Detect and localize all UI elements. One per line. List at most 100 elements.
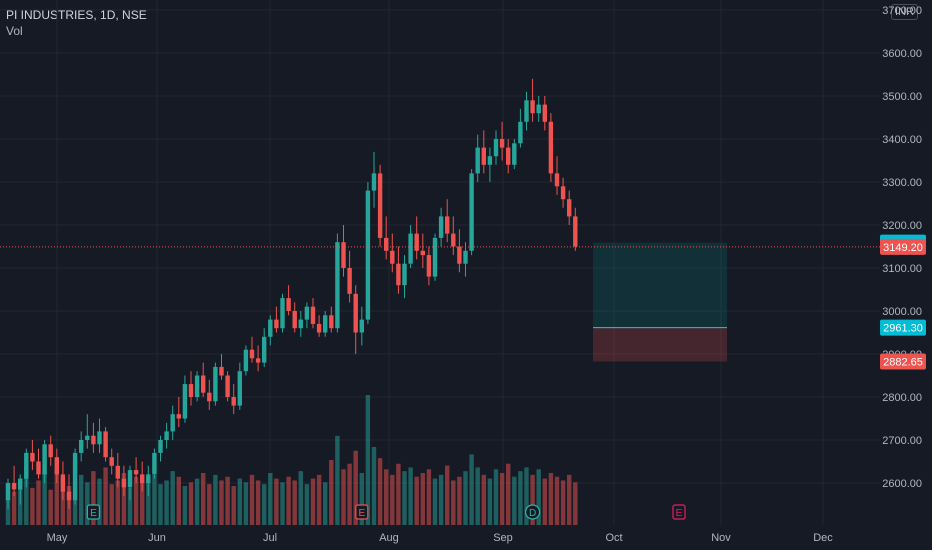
candle-body[interactable]: [329, 315, 334, 329]
candle-body[interactable]: [18, 478, 23, 490]
candle-body[interactable]: [530, 100, 535, 114]
loss-zone[interactable]: [593, 327, 727, 362]
candle-body[interactable]: [402, 263, 407, 286]
candle-body[interactable]: [158, 440, 163, 453]
candle-body[interactable]: [432, 237, 438, 277]
candle-body[interactable]: [353, 293, 358, 333]
earnings-marker[interactable]: [672, 504, 686, 520]
candle-body[interactable]: [42, 444, 47, 475]
candle-body[interactable]: [542, 104, 547, 122]
candle-body[interactable]: [481, 147, 486, 165]
candle-body[interactable]: [79, 440, 84, 453]
candle-body[interactable]: [475, 147, 480, 174]
candle-body[interactable]: [365, 190, 371, 320]
profit-zone[interactable]: [593, 242, 727, 328]
candle-body[interactable]: [127, 470, 133, 488]
candle-body[interactable]: [310, 306, 316, 324]
candle-body[interactable]: [280, 298, 285, 329]
dividend-marker[interactable]: [524, 504, 541, 520]
candle-body[interactable]: [152, 452, 157, 475]
candle-body[interactable]: [274, 319, 279, 329]
candle-body[interactable]: [506, 147, 511, 165]
candle-body[interactable]: [268, 319, 273, 337]
candle-body[interactable]: [225, 375, 230, 398]
candle-body[interactable]: [176, 414, 181, 419]
candle-body[interactable]: [207, 392, 212, 402]
candle-body[interactable]: [97, 431, 102, 445]
candle-body[interactable]: [414, 233, 419, 251]
candle-body[interactable]: [524, 100, 529, 122]
candle-body[interactable]: [298, 319, 303, 329]
candle-body[interactable]: [188, 384, 194, 397]
candle-body[interactable]: [323, 315, 328, 333]
candle-body[interactable]: [408, 233, 413, 264]
candle-body[interactable]: [36, 461, 41, 475]
candle-body[interactable]: [219, 366, 224, 376]
candle-body[interactable]: [377, 173, 383, 238]
candle-body[interactable]: [341, 242, 346, 268]
candle-body[interactable]: [304, 306, 310, 320]
candle-body[interactable]: [194, 375, 200, 398]
candle-body[interactable]: [573, 216, 578, 247]
candle-body[interactable]: [438, 216, 444, 238]
candle-body[interactable]: [286, 298, 291, 311]
candle-body[interactable]: [213, 366, 218, 402]
candle-body[interactable]: [451, 233, 456, 247]
candle-body[interactable]: [5, 483, 11, 501]
candle-body[interactable]: [146, 474, 151, 483]
candle-body[interactable]: [512, 143, 517, 165]
candle-body[interactable]: [243, 349, 249, 372]
candle-body[interactable]: [103, 431, 108, 458]
candle-body[interactable]: [255, 358, 261, 363]
earnings-marker[interactable]: [86, 504, 101, 520]
candle-body[interactable]: [164, 431, 169, 440]
candle-body[interactable]: [518, 121, 523, 144]
candle-body[interactable]: [201, 375, 206, 393]
candle-body[interactable]: [499, 139, 505, 148]
candle-body[interactable]: [182, 384, 188, 419]
candle-body[interactable]: [390, 250, 395, 264]
candle-body[interactable]: [445, 216, 450, 234]
candle-body[interactable]: [170, 414, 175, 432]
candle-body[interactable]: [536, 104, 541, 114]
candle-body[interactable]: [140, 474, 145, 483]
candle-body[interactable]: [347, 268, 352, 294]
candle-body[interactable]: [66, 491, 72, 501]
candle-body[interactable]: [335, 242, 340, 329]
candle-body[interactable]: [85, 435, 90, 440]
candle-body[interactable]: [11, 483, 17, 490]
candle-body[interactable]: [60, 474, 66, 492]
candle-body[interactable]: [249, 349, 255, 359]
candle-body[interactable]: [426, 255, 432, 277]
candle-body[interactable]: [396, 263, 401, 286]
candle-body[interactable]: [91, 435, 96, 445]
candle-body[interactable]: [359, 319, 364, 333]
candle-body[interactable]: [493, 139, 499, 157]
candle-body[interactable]: [457, 246, 462, 264]
candle-body[interactable]: [133, 470, 139, 475]
candle-body[interactable]: [554, 173, 560, 187]
candle-body[interactable]: [567, 199, 572, 217]
candle-body[interactable]: [72, 452, 78, 501]
candle-body[interactable]: [371, 173, 377, 191]
candle-body[interactable]: [121, 478, 127, 488]
candle-body[interactable]: [420, 250, 425, 256]
candle-body[interactable]: [24, 452, 29, 479]
candle-body[interactable]: [54, 457, 59, 475]
candle-body[interactable]: [463, 250, 468, 264]
candle-body[interactable]: [48, 444, 53, 458]
candle-body[interactable]: [487, 156, 493, 165]
candle-body[interactable]: [262, 336, 267, 363]
candle-body[interactable]: [548, 121, 554, 174]
candle-body[interactable]: [231, 397, 236, 406]
candle-body[interactable]: [292, 311, 297, 329]
candle-body[interactable]: [316, 323, 322, 333]
earnings-marker[interactable]: [355, 504, 369, 520]
currency-badge[interactable]: INR: [891, 4, 918, 20]
candle-body[interactable]: [115, 465, 120, 479]
candle-body[interactable]: [560, 186, 566, 200]
candle-body[interactable]: [384, 237, 389, 251]
candle-body[interactable]: [237, 371, 242, 406]
